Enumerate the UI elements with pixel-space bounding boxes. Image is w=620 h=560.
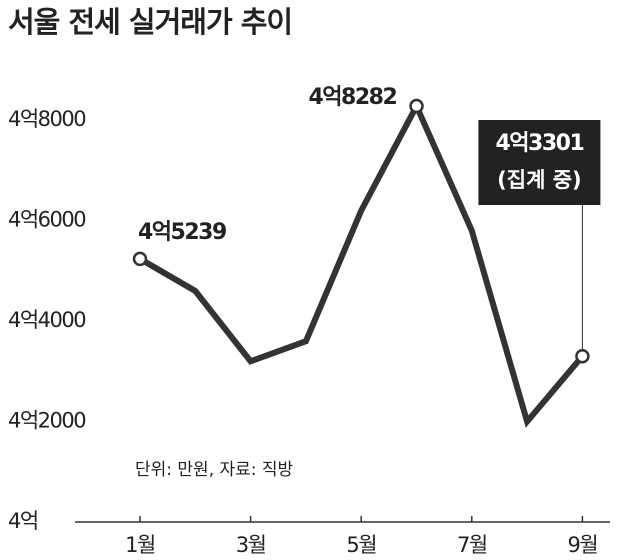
marker: [409, 98, 424, 114]
x-tick-label: 3월: [236, 533, 266, 557]
y-tick-label: 4억2000: [8, 409, 85, 433]
x-tick-label: 7월: [457, 533, 487, 557]
y-tick-label: 4억: [8, 509, 38, 533]
x-tick-label: 9월: [568, 533, 598, 557]
annotation: (집계 중): [497, 168, 581, 192]
marker: [132, 251, 148, 267]
x-tick-label: 1월: [125, 533, 155, 557]
note: 단위: 만원, 자료: 직방: [135, 460, 294, 480]
x-tick-label: 5월: [346, 533, 376, 557]
value-label: 4억3301: [496, 131, 584, 156]
y-tick-label: 4억8000: [8, 107, 85, 131]
marker: [575, 348, 590, 364]
y-tick-label: 4억6000: [8, 208, 85, 232]
label-box: [478, 120, 601, 205]
y-tick-label: 4억4000: [8, 308, 85, 332]
data-line: [138, 99, 585, 428]
chart-title: 서울 전세 실거래가 추이: [8, 5, 292, 39]
value-label: 4억5239: [138, 220, 226, 245]
value-label: 4억8282: [309, 85, 397, 110]
